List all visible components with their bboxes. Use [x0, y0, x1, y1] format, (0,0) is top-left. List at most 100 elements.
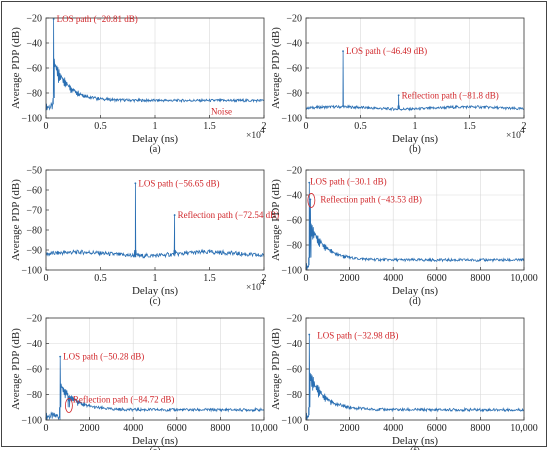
x-tick-label: 4000: [123, 423, 143, 434]
series-point: [397, 94, 400, 97]
x-tick-label: 2: [522, 121, 527, 132]
y-tick-label: −80: [26, 226, 42, 237]
series-line: [305, 182, 525, 271]
y-tick-label: −80: [286, 89, 302, 100]
x-tick-label: 0.5: [354, 121, 367, 132]
x-tick-label: 6000: [427, 423, 447, 434]
annotation-label: LOS path (−20.81 dB): [57, 14, 138, 24]
y-tick-label: −40: [26, 39, 42, 50]
x-multiplier: ×10: [506, 131, 521, 141]
series-point: [173, 214, 176, 216]
subplot-a: 0 0.5 1 1.5 2 −100 −80 −60 −40 −20 ×10 4 Delay (ns) A…: [10, 14, 267, 156]
y-tick-label: −100: [21, 416, 42, 427]
y-axis-label: Average PDP (dB): [270, 328, 282, 410]
series-line: [45, 18, 265, 111]
annotation-label: LOS path (−50.28 dB): [63, 352, 144, 362]
y-tick-label: −20: [286, 14, 302, 25]
subplot-f: 0 2000 4000 6000 8000 10,000 −100 −80 −60 −40 −20 D…: [270, 314, 538, 450]
subplot-caption: (a): [149, 144, 160, 155]
subplot-caption: (f): [410, 446, 420, 450]
x-tick-label: 1.5: [203, 121, 216, 132]
x-tick-label: 0: [44, 423, 49, 434]
series-point: [59, 355, 62, 358]
x-tick-label: 2: [262, 121, 267, 132]
y-tick-label: −20: [286, 314, 302, 325]
reflection-highlight: [64, 398, 73, 413]
y-tick-label: −100: [21, 114, 42, 125]
series-line: [45, 183, 265, 259]
x-tick-label: 10,000: [510, 273, 538, 284]
y-tick-label: −40: [286, 339, 302, 350]
annotation-label: Reflection path (−81.8 dB): [402, 90, 499, 100]
y-tick-label: −60: [26, 186, 42, 197]
series-point: [308, 333, 311, 336]
annotation-label: Noise: [211, 106, 232, 116]
x-tick-label: 1: [153, 273, 158, 284]
y-tick-label: −100: [21, 266, 42, 277]
subplot-d: 0 2000 4000 6000 8000 10,000 −100 −80 −60 −40 −20 D…: [270, 166, 538, 308]
y-tick-label: −60: [286, 365, 302, 376]
y-axis-label: Average PDP (dB): [10, 27, 22, 109]
series-point: [52, 18, 55, 20]
y-tick-label: −50: [26, 166, 42, 177]
annotation-label: LOS path (−32.98 dB): [317, 331, 398, 341]
x-tick-label: 8000: [470, 273, 490, 284]
x-tick-label: 0: [44, 121, 49, 132]
series-line: [305, 51, 525, 112]
y-tick-label: −100: [281, 266, 302, 277]
y-tick-label: −90: [26, 246, 42, 257]
series-point: [67, 399, 70, 402]
x-axis-label: Delay (ns): [392, 285, 438, 297]
y-axis-label: Average PDP (dB): [10, 328, 22, 410]
y-tick-label: −80: [286, 241, 302, 252]
y-tick-label: −60: [26, 64, 42, 75]
x-tick-label: 0: [304, 121, 309, 132]
y-axis-label: Average PDP (dB): [270, 179, 282, 261]
x-tick-label: 1: [413, 121, 418, 132]
subplot-e: 0 2000 4000 6000 8000 10,000 −100 −80 −60 −40 −20 D…: [10, 314, 278, 450]
subplot-caption: (d): [409, 296, 421, 307]
x-tick-label: 6000: [167, 423, 187, 434]
subplot-b: 0 0.5 1 1.5 2 −100 −80 −60 −40 −20 ×10 4 Delay (ns) A…: [270, 14, 527, 156]
series-point: [134, 182, 137, 185]
x-tick-label: 2000: [340, 273, 360, 284]
x-tick-label: 2000: [80, 423, 100, 434]
annotation-label: LOS path (−56.65 dB): [138, 178, 219, 188]
series-point: [309, 198, 312, 201]
y-tick-label: −70: [26, 206, 42, 217]
x-tick-label: 0: [304, 273, 309, 284]
x-tick-label: 10,000: [510, 423, 538, 434]
x-tick-label: 0: [44, 273, 49, 284]
x-tick-label: 4000: [383, 423, 403, 434]
annotation-label: Reflection path (−72.54 dB): [178, 210, 280, 220]
y-tick-label: −20: [26, 14, 42, 25]
x-tick-label: 1: [153, 121, 158, 132]
y-tick-label: −20: [286, 166, 302, 177]
subplot-caption: (e): [149, 446, 160, 450]
y-axis-label: Average PDP (dB): [10, 179, 22, 261]
x-multiplier-exponent: 4: [260, 278, 265, 288]
y-axis-label: Average PDP (dB): [270, 27, 282, 109]
y-tick-label: −60: [286, 64, 302, 75]
annotation-label: Reflection path (−84.72 dB): [73, 395, 175, 405]
y-tick-label: −40: [26, 339, 42, 350]
x-multiplier: ×10: [246, 131, 261, 141]
x-tick-label: 1.5: [203, 273, 216, 284]
series-point: [342, 50, 344, 53]
series-point: [308, 181, 311, 184]
x-multiplier-exponent: 4: [260, 126, 265, 136]
reflection-highlight: [307, 193, 316, 208]
series-line: [45, 356, 265, 421]
y-tick-label: −100: [281, 114, 302, 125]
y-tick-label: −20: [26, 314, 42, 325]
y-tick-label: −100: [281, 416, 302, 427]
x-tick-label: 2: [262, 273, 267, 284]
x-tick-label: 2000: [340, 423, 360, 434]
annotation-label: Reflection path (−43.53 dB): [320, 194, 422, 204]
x-tick-label: 0.5: [94, 121, 107, 132]
y-tick-label: −40: [286, 191, 302, 202]
x-axis-label: Delay (ns): [132, 285, 178, 297]
